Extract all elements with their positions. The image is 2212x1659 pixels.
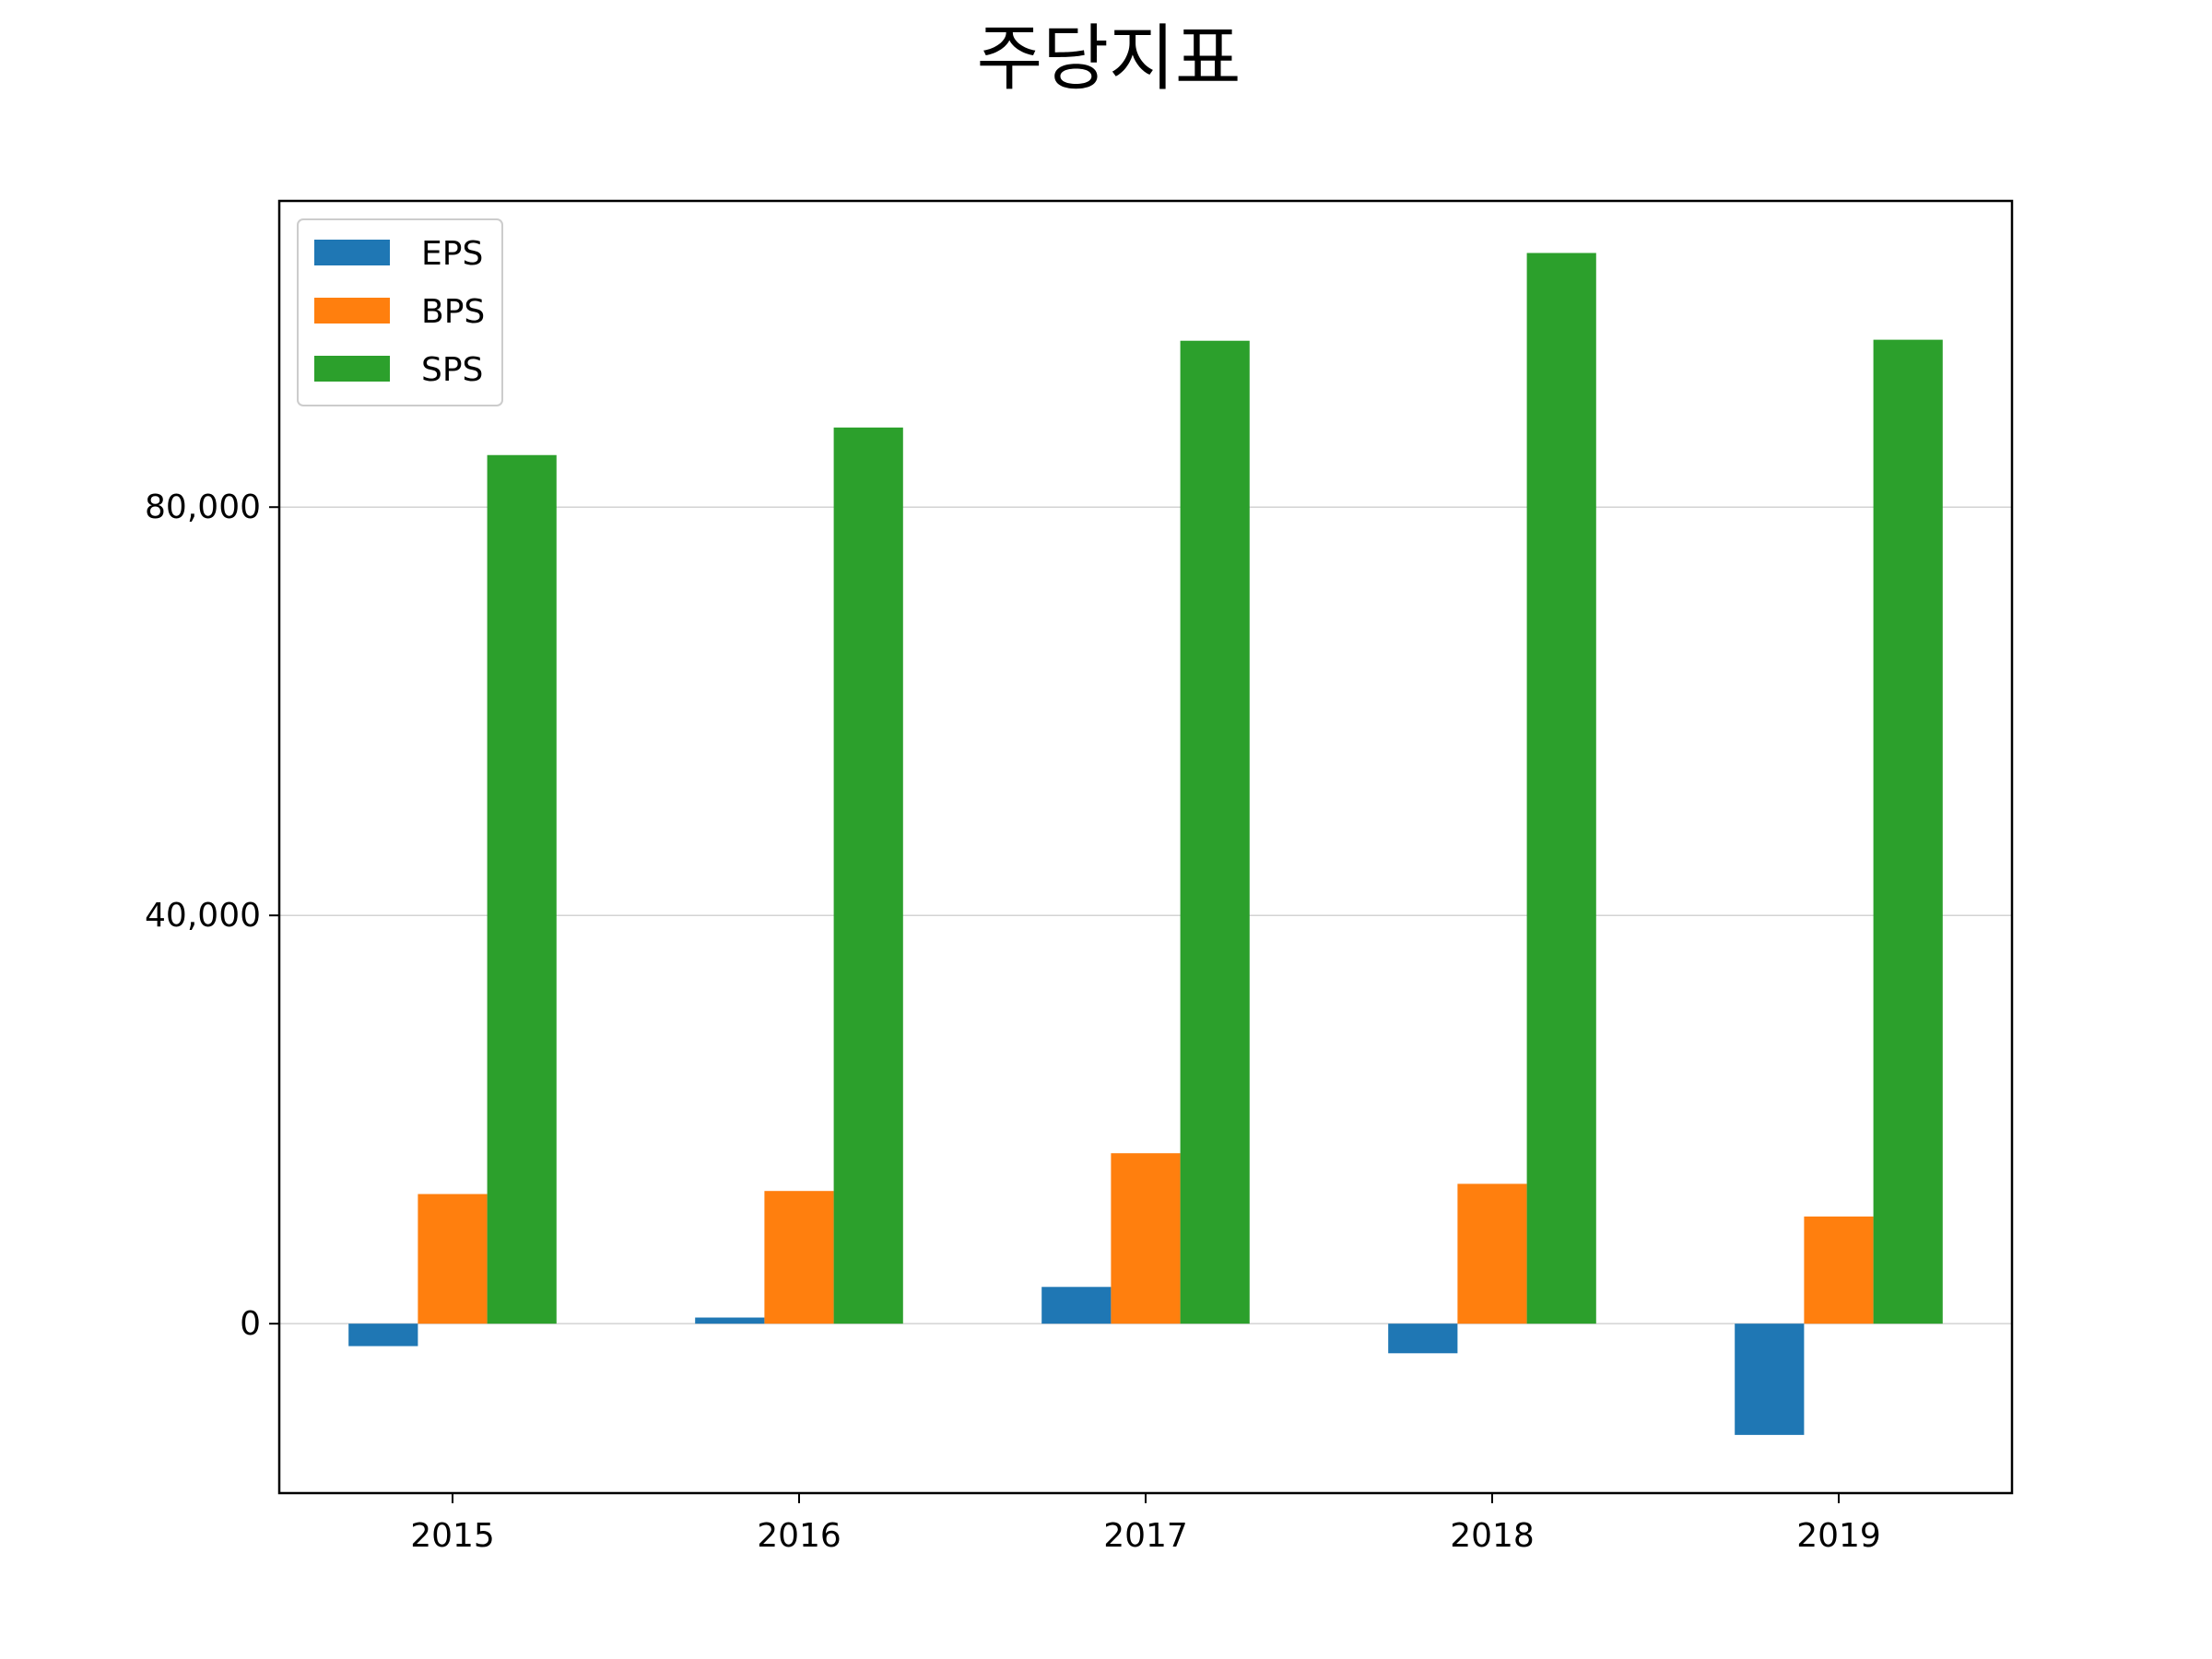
bar-sps-2015 (487, 454, 557, 1324)
bars (348, 253, 1943, 1435)
legend-label-eps: EPS (421, 235, 483, 273)
y-axis: 0 40,000 80,000 (145, 488, 279, 1343)
x-tick-label: 2019 (1796, 1517, 1881, 1555)
legend-swatch-bps (314, 298, 390, 324)
legend-swatch-sps (314, 356, 390, 382)
x-tick-label: 2015 (410, 1517, 495, 1555)
bar-sps-2019 (1873, 339, 1943, 1324)
bar-eps-2018 (1388, 1324, 1458, 1354)
x-tick-label: 2016 (757, 1517, 841, 1555)
legend-label-bps: BPS (421, 293, 485, 331)
legend-swatch-eps (314, 240, 390, 265)
bar-bps-2019 (1804, 1216, 1874, 1324)
y-tick-label: 80,000 (145, 488, 261, 526)
legend: EPS BPS SPS (297, 218, 503, 406)
y-tick-label: 0 (240, 1305, 261, 1343)
y-tick-label: 40,000 (145, 897, 261, 935)
bar-sps-2016 (833, 427, 903, 1324)
bar-bps-2015 (418, 1194, 488, 1324)
bar-bps-2017 (1111, 1153, 1181, 1324)
bar-bps-2016 (764, 1191, 834, 1324)
bar-eps-2016 (695, 1317, 765, 1324)
x-tick-label: 2017 (1103, 1517, 1188, 1555)
legend-label-sps: SPS (421, 351, 483, 389)
bar-eps-2019 (1735, 1324, 1805, 1435)
bar-bps-2018 (1457, 1183, 1527, 1324)
chart-title: 주당지표 (976, 18, 1241, 100)
bar-eps-2017 (1041, 1287, 1112, 1324)
x-tick-label: 2018 (1450, 1517, 1535, 1555)
bar-sps-2018 (1526, 253, 1596, 1324)
x-axis: 2015 2016 2017 2018 2019 (410, 1493, 1881, 1555)
bar-sps-2017 (1180, 340, 1250, 1324)
bar-eps-2015 (348, 1324, 418, 1347)
